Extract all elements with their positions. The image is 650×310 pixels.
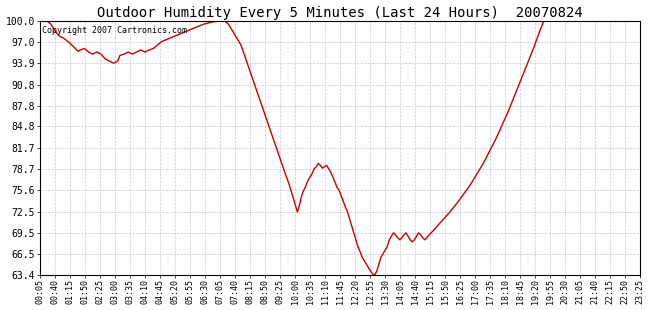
Title: Outdoor Humidity Every 5 Minutes (Last 24 Hours)  20070824: Outdoor Humidity Every 5 Minutes (Last 2…: [98, 6, 583, 20]
Text: Copyright 2007 Cartronics.com: Copyright 2007 Cartronics.com: [42, 26, 187, 35]
